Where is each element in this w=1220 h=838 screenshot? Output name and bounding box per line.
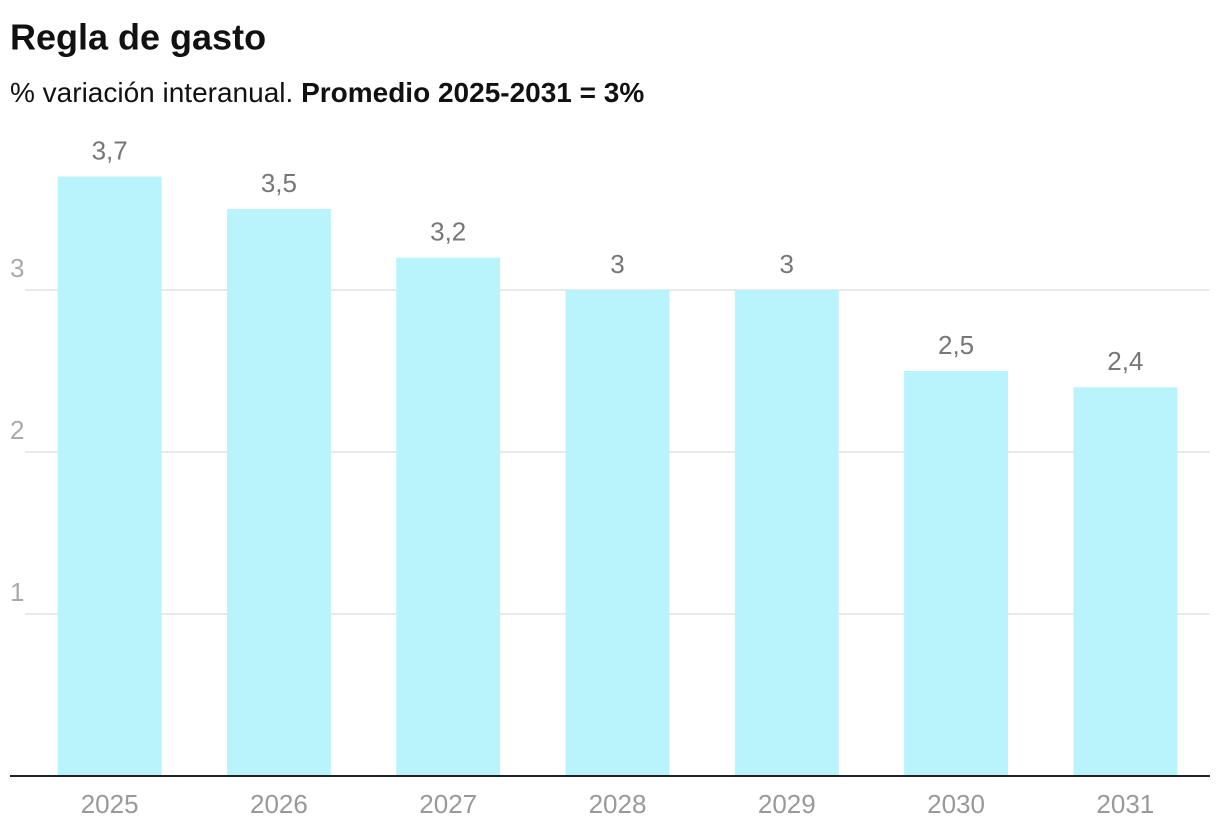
- value-label: 3,5: [261, 168, 297, 198]
- x-tick-label: 2028: [589, 789, 647, 819]
- subtitle: % variación interanual.: [10, 77, 293, 108]
- bar: [226, 209, 331, 776]
- x-tick-label: 2025: [81, 789, 139, 819]
- bar: [57, 176, 162, 777]
- x-tick-label: 2030: [927, 789, 985, 819]
- x-tick-label: 2026: [250, 789, 308, 819]
- bar: [904, 371, 1009, 776]
- value-label: 2,5: [938, 330, 974, 360]
- x-tick-label: 2031: [1096, 789, 1154, 819]
- subtitle-bold: Promedio 2025-2031 = 3%: [301, 77, 644, 108]
- value-label: 2,4: [1107, 346, 1143, 376]
- y-tick-label: 1: [10, 577, 24, 607]
- x-tick-label: 2029: [758, 789, 816, 819]
- bar: [565, 290, 670, 776]
- value-label: 3: [780, 249, 794, 279]
- bar: [1073, 387, 1178, 776]
- bar: [734, 290, 839, 776]
- x-tick-label: 2027: [419, 789, 477, 819]
- chart-subtitle: % variación interanual. Promedio 2025-20…: [10, 77, 644, 108]
- value-label: 3,2: [430, 216, 466, 246]
- value-label: 3,7: [92, 135, 128, 165]
- chart-title: Regla de gasto: [10, 17, 266, 58]
- y-tick-label: 3: [10, 253, 24, 283]
- value-label: 3: [610, 249, 624, 279]
- y-tick-label: 2: [10, 415, 24, 445]
- bar: [396, 257, 501, 777]
